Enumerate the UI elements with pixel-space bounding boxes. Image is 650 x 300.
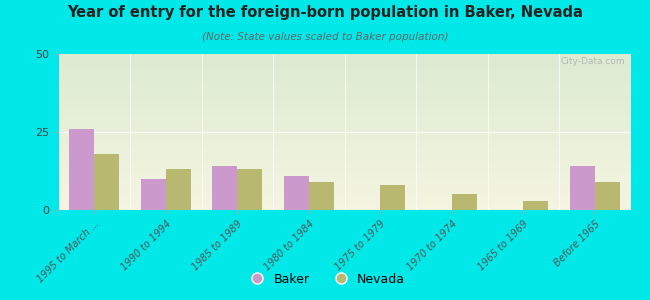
Bar (569, 166, 595, 210)
Bar (595, 182, 620, 210)
Bar (69, 129, 94, 210)
Bar (237, 169, 262, 210)
Bar (212, 166, 237, 210)
Bar (523, 201, 548, 210)
Bar (94, 154, 120, 210)
Bar (452, 194, 476, 210)
Bar (166, 169, 191, 210)
Bar (284, 176, 309, 210)
Text: Year of entry for the foreign-born population in Baker, Nevada: Year of entry for the foreign-born popul… (67, 4, 583, 20)
Text: City-Data.com: City-Data.com (560, 57, 625, 66)
Legend: Baker, Nevada: Baker, Nevada (240, 268, 410, 291)
Text: (Note: State values scaled to Baker population): (Note: State values scaled to Baker popu… (202, 32, 448, 41)
Bar (380, 185, 406, 210)
Bar (309, 182, 334, 210)
Bar (140, 179, 166, 210)
